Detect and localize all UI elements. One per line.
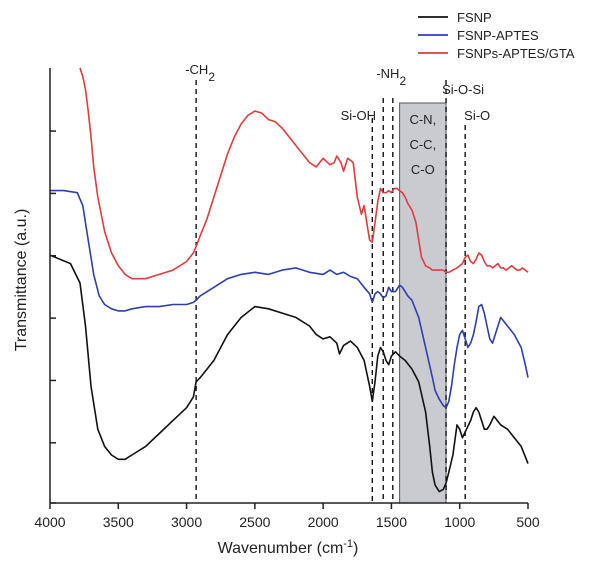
series-line-fsnps-aptes-gta [79,67,529,280]
series-line-fsnp [49,254,529,493]
x-tick-label: 500 [516,514,540,530]
legend-label: FSNP [457,10,492,25]
x-axis-title-close: ) [353,540,358,557]
x-tick-label: 1500 [376,514,407,530]
legend-label: FSNPs-APTES/GTA [457,46,575,61]
band-label: C-O [411,162,435,177]
annotation-label: Si-O-Si [442,82,484,97]
x-axis-title: Wavenumber (cm-1) [218,538,359,557]
x-axis-title-superscript: -1 [343,538,353,550]
shaded-band-layer [399,102,447,504]
x-tick-label: 1000 [444,514,475,530]
x-tick-label: 4000 [34,514,65,530]
legend-label: FSNP-APTES [457,28,539,43]
x-tick-label: 3500 [103,514,134,530]
x-tick-label: 3000 [171,514,202,530]
series-line-fsnp-aptes [50,189,529,409]
annotation-label: Si-OH [341,108,376,123]
series-layer [49,67,529,493]
legend: FSNP FSNP-APTES FSNPs-APTES/GTA [418,10,575,61]
y-axis-title: Transmittance (a.u.) [13,209,30,352]
axes-layer: 4000 3500 3000 2500 2000 1500 1000 500 [34,68,540,530]
band-label: C-N, [409,112,436,127]
annotation-label: Si-O [464,108,490,123]
annotation-label: -NH2 [376,66,406,88]
band-label: C-C, [409,137,436,152]
shaded-band [399,102,447,504]
x-axis-title-main: Wavenumber (cm [218,540,344,557]
x-tick-label: 2000 [308,514,339,530]
annotation-label: -CH2 [185,62,215,84]
annotation-layer: -CH2 Si-OH -NH2 Si-O-Si Si-O C-N, C-C, C-O [185,62,490,177]
x-tick-label: 2500 [239,514,270,530]
reference-lines-layer [195,80,466,503]
